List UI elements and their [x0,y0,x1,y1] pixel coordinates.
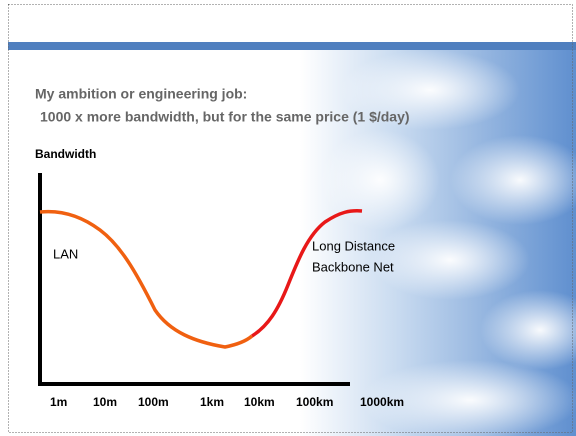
slide-border [8,4,573,433]
x-label: 10m [93,395,117,409]
x-label: 1m [50,395,67,409]
title-bar [8,42,576,50]
curve-lan [39,209,254,349]
x-label: 1km [200,395,224,409]
annotation: LAN [53,246,78,261]
heading-line: 1000 x more bandwidth, but for the same … [40,109,410,125]
x-label: 10km [244,395,275,409]
curve-long-distance [251,209,363,338]
clouds [320,50,576,436]
annotation: Long Distance [312,238,395,253]
annotation: Backbone Net [312,259,394,274]
x-label: 100km [296,395,333,409]
x-label: 1000km [360,395,404,409]
x-label: 100m [138,395,169,409]
x-labels: 1m 10m 100m 1km 10km 100km 1000km [50,395,404,409]
y-axis-label: Bandwidth [35,147,96,161]
heading-line: My ambition or engineering job: [35,86,247,102]
